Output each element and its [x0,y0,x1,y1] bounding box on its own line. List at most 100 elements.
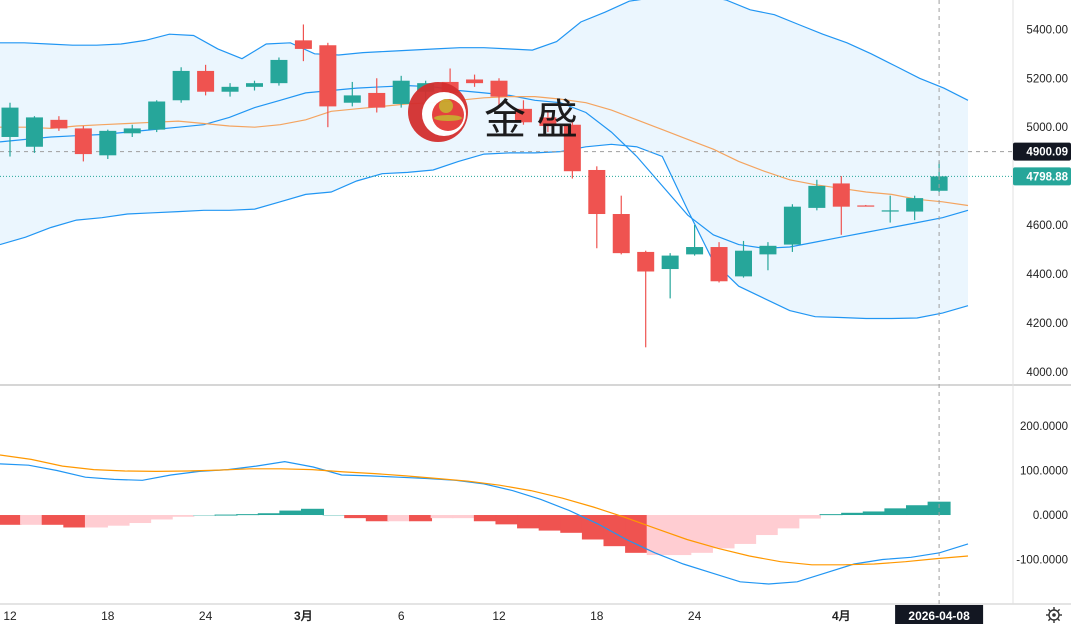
macd-histogram-bar [841,512,865,516]
time-tick-label: 18 [590,609,604,623]
candle [466,74,484,87]
candle [832,176,850,235]
candle-body [368,92,386,108]
candle [123,124,141,137]
candle [514,100,532,125]
watermark: 金盛 [408,82,588,143]
price-tick-label: 4400.00 [1026,269,1068,281]
candle-body [563,124,581,172]
crosshair-price-tag [1013,142,1071,161]
macd-line [0,460,969,585]
last-price-tag [1013,167,1071,186]
last-price-label: 4798.88 [1026,171,1068,183]
candle-body [343,95,361,103]
candle-body [172,70,190,101]
macd-histogram-bar [927,501,951,516]
macd-tick-label: -100.0000 [1016,555,1068,567]
price-tick-label: 5400.00 [1026,24,1068,36]
candle-body [74,128,92,155]
price-tick-label: 4000.00 [1026,367,1068,379]
watermark-text: 金盛 [484,96,588,143]
macd-histogram-bar [625,515,649,553]
candle [246,80,263,91]
candle-body [148,101,166,130]
macd-histogram-bar [517,515,541,529]
candle [735,240,752,278]
macd-histogram-bar [387,515,411,522]
candle-body [294,40,312,49]
macd-histogram-bar [63,515,87,528]
macd-histogram-bar [776,515,800,529]
candle-body [319,45,337,107]
price-tick-label: 4200.00 [1026,318,1068,330]
time-tick-label: 12 [3,609,17,623]
bollinger-upper-line [0,0,969,101]
macd-panel [0,454,969,585]
jinsheng-logo [408,82,468,142]
macd-histogram-bar [409,515,433,522]
time-tick-label: 6 [398,609,405,623]
candle [99,129,117,159]
candle-body [612,214,630,254]
candle [588,166,606,249]
macd-histogram-bar [0,515,22,525]
candle [221,83,239,97]
macd-histogram-bar [884,508,908,516]
macd-histogram-bar [668,515,692,556]
candle-body [270,59,288,84]
candle-body [637,251,655,272]
candle-body [246,83,263,87]
macd-tick-label: 0.0000 [1033,510,1068,522]
candle [1,102,19,157]
macd-histogram-bar [192,515,216,517]
candle-body [1,107,19,137]
time-tick-label: 4月 [832,609,851,623]
macd-histogram-bar [106,515,130,526]
candle [319,42,337,128]
candle [50,116,68,131]
price-tick-label: 5200.00 [1026,73,1068,85]
time-tick-label: 24 [688,609,702,623]
bollinger-lower-line [0,143,969,320]
candle [74,125,92,162]
macd-histogram-bar [603,515,627,547]
candle [612,195,630,255]
candle [490,78,508,108]
candle [857,204,875,207]
candle-body [906,198,924,212]
macd-histogram-bar [754,515,778,536]
macd-histogram-bar [646,515,670,556]
macd-histogram-bar [20,515,44,525]
macd-histogram-bar [236,514,260,516]
macd-histogram-bar [538,515,562,531]
macd-histogram-bar [473,515,497,522]
macd-histogram-bar [862,511,886,516]
candle [808,179,826,211]
macd-histogram-bar [322,515,346,517]
bollinger-band-fill [0,0,968,319]
settings-button[interactable] [1046,607,1062,623]
macd-histogram-bar [581,515,605,540]
candle-body [490,80,508,97]
signal-line [0,454,969,566]
macd-histogram-bar [214,514,238,516]
candle [368,78,386,113]
time-tick-label: 12 [492,609,506,623]
time-tick-label: 3月 [294,609,313,623]
price-tick-label: 4600.00 [1026,220,1068,232]
macd-histogram-bar [689,515,713,553]
price-tick-label: 5000.00 [1026,122,1068,134]
candle [25,116,43,153]
candle-body [514,108,532,123]
macd-histogram-bar [279,510,303,516]
candle [637,250,655,348]
macd-histogram-bar [495,515,519,525]
candle-body [832,183,850,207]
macd-histogram-bar [41,515,65,525]
price-panel [0,0,1013,348]
crosshair-date-label: 2026-04-08 [908,609,970,623]
crosshair-date-tag [895,605,984,624]
candle-body [392,80,410,104]
